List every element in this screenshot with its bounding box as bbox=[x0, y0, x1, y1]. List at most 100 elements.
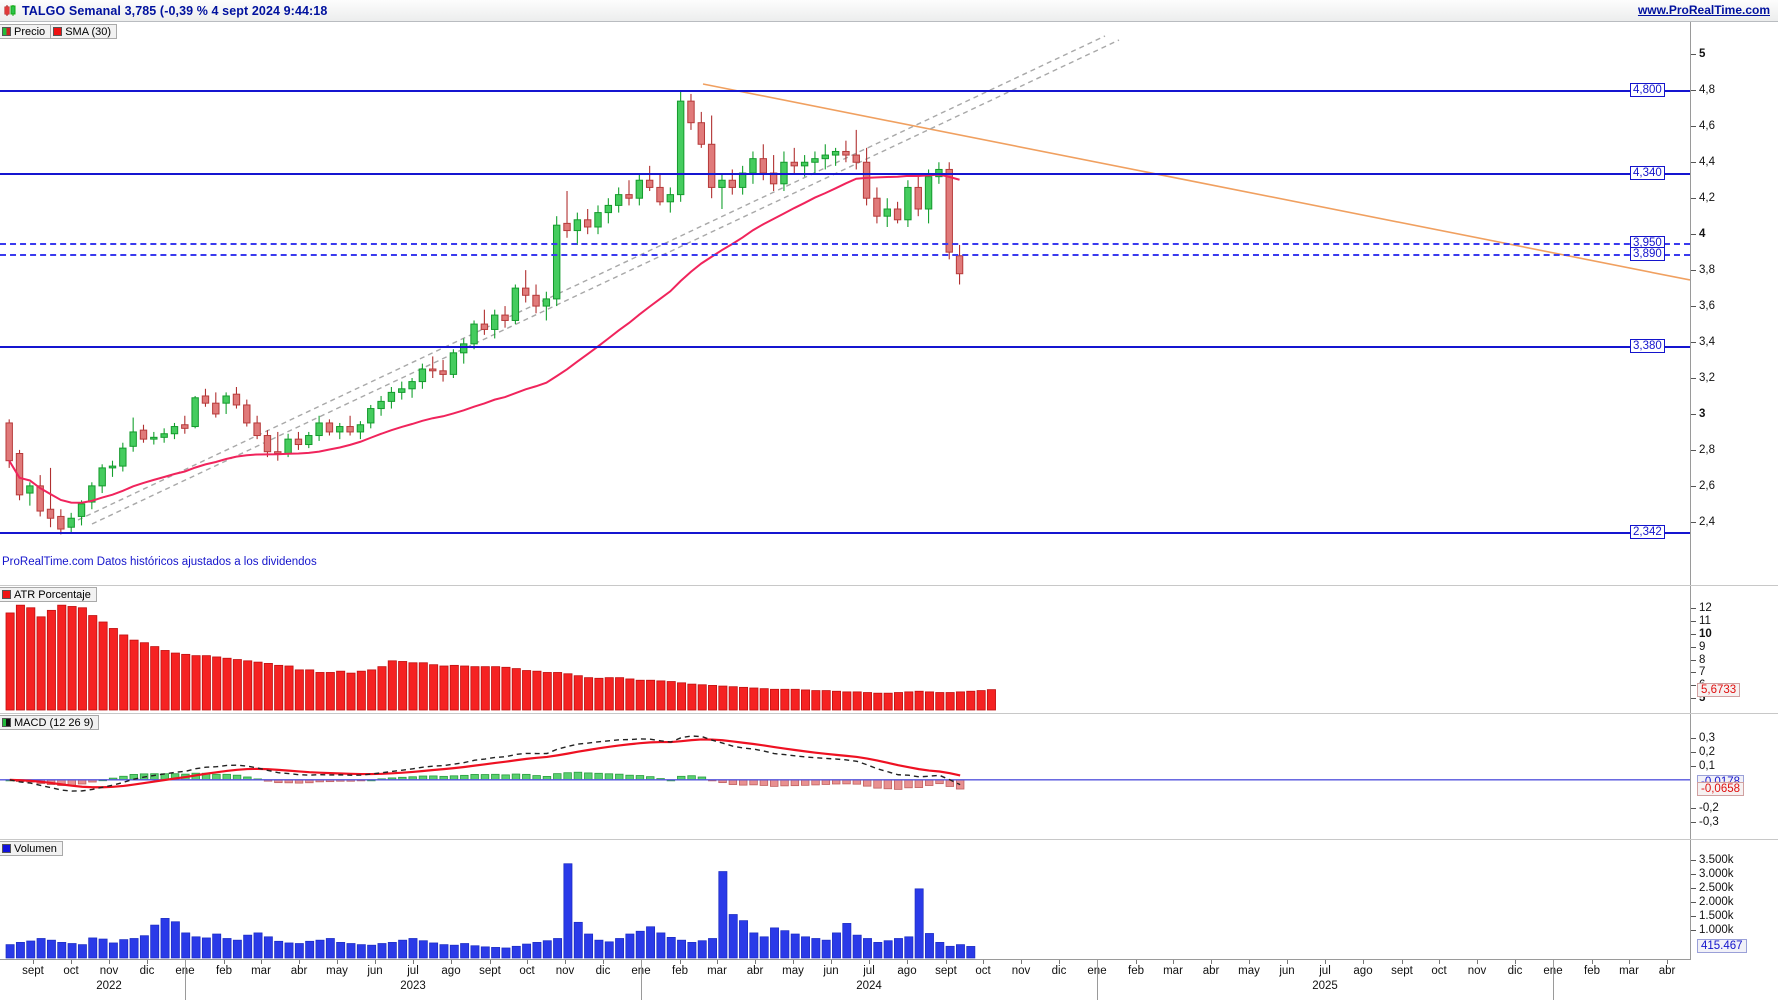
price-level-label[interactable]: 3,890 bbox=[1630, 246, 1665, 261]
date-month-label: dic bbox=[1051, 965, 1067, 977]
prorealtime-link[interactable]: www.ProRealTime.com bbox=[1637, 3, 1770, 17]
volume-bar bbox=[77, 944, 87, 959]
macd-plot[interactable] bbox=[0, 714, 1690, 840]
atr-bar bbox=[429, 664, 439, 711]
price-level-label[interactable]: 3,380 bbox=[1630, 338, 1665, 353]
axis-tick-label: 1.500k bbox=[1699, 910, 1734, 923]
candlestick bbox=[263, 430, 272, 458]
date-tick bbox=[1211, 960, 1212, 964]
atr-bar bbox=[356, 670, 366, 711]
date-x-axis[interactable]: septoctnovdicenefebmarabrmayjunjulagosep… bbox=[0, 959, 1690, 1000]
atr-bar bbox=[36, 616, 46, 711]
volume-bar bbox=[925, 933, 934, 959]
atr-plot[interactable] bbox=[0, 586, 1690, 714]
atr-bar bbox=[511, 668, 521, 711]
date-month-label: ago bbox=[441, 965, 461, 977]
macd-histogram-bar bbox=[862, 779, 872, 787]
candlestick bbox=[108, 460, 117, 477]
candlestick bbox=[418, 363, 427, 389]
year-separator bbox=[1097, 960, 1098, 1000]
atr-current-value-badge[interactable]: 5,6733 bbox=[1697, 682, 1741, 697]
atr-bar bbox=[615, 677, 625, 711]
price-level-line-4-800[interactable] bbox=[0, 90, 1690, 93]
date-tick bbox=[1249, 960, 1250, 964]
macd-histogram-bar bbox=[924, 779, 934, 786]
legend-precio[interactable]: Precio bbox=[0, 24, 52, 39]
candlestick bbox=[625, 180, 633, 206]
uptrend-support-channel-a[interactable] bbox=[77, 35, 1106, 521]
atr-bar bbox=[191, 655, 201, 711]
legend-volumen[interactable]: Volumen bbox=[0, 841, 63, 856]
atr-bar bbox=[883, 692, 893, 711]
price-level-label[interactable]: 3,950 bbox=[1630, 236, 1665, 251]
date-tick bbox=[1477, 960, 1478, 964]
date-year-label: 2022 bbox=[96, 980, 122, 992]
price-level-line-3-890[interactable] bbox=[0, 253, 1690, 256]
atr-bar bbox=[573, 675, 583, 711]
axis-tick-label: 2,4 bbox=[1699, 515, 1715, 528]
legend-macd[interactable]: MACD (12 26 9) bbox=[0, 715, 100, 730]
price-level-line-3-380[interactable] bbox=[0, 345, 1690, 348]
candlestick bbox=[181, 415, 189, 434]
volume-bar bbox=[532, 942, 542, 959]
volume-y-axis[interactable]: 3.500k 3.000k 2.500k 2.000k 1.500k 1.000k 415.… bbox=[1690, 840, 1778, 960]
candlestick bbox=[645, 165, 654, 192]
legend-sma[interactable]: SMA (30) bbox=[51, 24, 118, 39]
candlestick bbox=[831, 147, 840, 166]
macd-histogram-bar bbox=[511, 773, 521, 781]
macd-y-axis[interactable]: 0,30,20,1-0,2-0,3-0,0178-0,0490-0,0658 bbox=[1690, 714, 1778, 840]
atr-bar bbox=[677, 682, 687, 711]
atr-bar bbox=[460, 665, 470, 711]
date-month-label: oct bbox=[519, 965, 535, 977]
legend-atr[interactable]: ATR Porcentaje bbox=[0, 587, 97, 602]
candlestick bbox=[201, 388, 210, 407]
atr-bar bbox=[160, 650, 170, 711]
volume-bar bbox=[98, 938, 108, 959]
date-tick bbox=[1021, 960, 1022, 964]
price-level-line-3-950[interactable] bbox=[0, 243, 1690, 246]
volume-bar bbox=[522, 943, 532, 959]
volume-plot[interactable] bbox=[0, 840, 1690, 960]
axis-tick-label: 9 bbox=[1699, 640, 1706, 653]
volume-bar bbox=[656, 932, 666, 959]
volume-bar bbox=[956, 944, 965, 959]
downtrend-resistance[interactable] bbox=[702, 83, 1690, 281]
axis-tick bbox=[1691, 646, 1696, 648]
macd-signal-line bbox=[9, 738, 961, 789]
candlestick bbox=[356, 421, 365, 440]
price-level-label[interactable]: 2,342 bbox=[1630, 525, 1665, 540]
date-month-label: mar bbox=[251, 965, 271, 977]
macd-histogram-bar bbox=[739, 779, 748, 786]
candlestick bbox=[780, 151, 788, 192]
atr-bar bbox=[780, 688, 790, 711]
atr-bar bbox=[367, 669, 377, 711]
volume-bar bbox=[315, 939, 325, 959]
atr-bar bbox=[408, 662, 418, 711]
axis-tick bbox=[1691, 874, 1696, 876]
date-month-label: dic bbox=[595, 965, 611, 977]
macd-readout-badge[interactable]: -0,0658 bbox=[1697, 782, 1745, 797]
macd-histogram-bar bbox=[801, 779, 810, 786]
date-month-label: may bbox=[1238, 965, 1260, 977]
volume-bar bbox=[336, 942, 346, 959]
title-bar: TALGO Semanal 3,785 (-0,39 % 4 sept 2024… bbox=[0, 0, 1778, 22]
uptrend-support-channel-b[interactable] bbox=[91, 39, 1120, 525]
price-level-line-4-340[interactable] bbox=[0, 173, 1690, 176]
volume-current-value-badge[interactable]: 415.467 bbox=[1697, 939, 1747, 954]
date-month-label: dic bbox=[1507, 965, 1523, 977]
axis-tick-label: 7 bbox=[1699, 666, 1706, 679]
price-level-label[interactable]: 4,800 bbox=[1630, 83, 1665, 98]
price-plot[interactable]: 4,800 4,340 3,950 3,890 3,380 2,342 bbox=[0, 22, 1690, 585]
price-level-label[interactable]: 4,340 bbox=[1630, 166, 1665, 181]
date-tick bbox=[527, 960, 528, 964]
volume-bar bbox=[966, 946, 976, 959]
atr-y-axis[interactable]: 121110987655,6733 bbox=[1690, 586, 1778, 714]
candlestick bbox=[212, 392, 220, 418]
volume-bar bbox=[759, 936, 769, 959]
macd-histogram-bar bbox=[615, 773, 624, 781]
price-y-axis[interactable]: 5 4,8 4,6 4,4 4,2 4 3,8 3,6 3,4 3,2 3 2,8 2,6 2,4 bbox=[1690, 22, 1778, 585]
atr-bar bbox=[77, 607, 87, 711]
volume-bar bbox=[811, 938, 821, 959]
candlestick bbox=[26, 482, 34, 506]
price-level-line-2-342[interactable] bbox=[0, 532, 1690, 535]
